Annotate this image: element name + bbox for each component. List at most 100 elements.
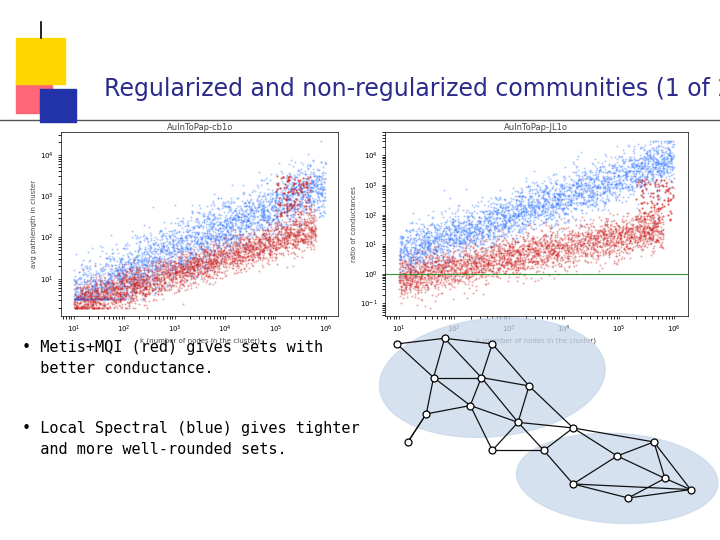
Point [439,259,451,267]
Point [88,303,99,312]
Point [95,300,107,308]
Point [512,211,523,219]
Point [307,240,319,248]
Point [572,181,584,190]
Point [606,222,618,231]
Point [486,253,498,261]
Point [565,244,577,253]
Point [88,280,99,289]
Point [409,254,420,263]
Point [246,204,258,213]
Point [636,164,647,173]
Point [258,231,270,239]
Point [166,252,177,261]
Point [590,258,602,267]
Point [439,274,451,282]
Point [508,250,519,259]
Point [624,237,636,245]
Point [201,243,212,252]
Point [576,175,588,184]
Point [177,256,189,265]
Point [401,227,413,236]
Point [157,239,168,247]
Point [200,248,212,256]
Point [477,273,488,282]
Point [279,209,291,218]
Point [413,281,424,290]
Point [271,245,283,253]
Point [131,278,143,286]
Point [426,235,438,244]
Point [71,298,83,307]
Point [536,209,548,218]
Point [548,254,559,263]
Point [480,262,491,271]
Point [176,254,188,262]
Point [517,279,528,287]
Point [495,227,506,235]
Point [641,149,652,158]
Point [573,181,585,190]
Point [116,284,127,293]
Point [575,248,586,256]
Point [257,225,269,234]
Point [624,254,636,262]
Point [473,218,485,227]
Point [146,272,158,281]
Point [476,232,487,240]
Point [282,171,293,179]
Point [269,203,280,212]
Point [96,247,108,255]
Point [233,247,244,255]
Point [136,281,148,289]
Point [612,231,624,240]
Point [517,245,528,253]
Point [173,261,184,269]
Point [667,141,678,150]
Point [166,253,177,262]
Point [593,238,605,247]
Point [660,188,671,197]
Point [233,236,245,245]
Point [186,254,198,263]
Point [588,199,599,208]
Point [427,266,438,275]
Point [510,253,521,262]
Point [244,205,256,213]
Point [122,284,133,293]
Point [540,261,552,269]
Point [637,244,649,253]
Point [410,280,421,288]
Point [516,212,528,221]
Point [206,225,217,233]
Point [562,247,573,255]
Point [611,218,622,227]
Point [275,227,287,236]
Point [192,253,203,262]
Point [593,184,605,192]
Point [124,274,135,283]
Point [161,237,173,245]
Point [538,235,549,244]
Point [91,292,102,300]
Point [438,268,450,277]
Point [517,192,528,200]
Point [516,212,528,220]
Point [156,255,167,264]
Point [182,255,194,264]
Point [546,200,557,209]
Point [204,280,215,288]
Point [92,291,104,300]
Point [158,260,169,269]
Point [102,288,114,297]
Point [153,245,164,254]
Point [302,185,314,194]
Point [446,253,458,261]
Point [528,234,539,243]
Point [552,195,563,204]
Point [164,256,176,265]
Point [118,282,130,291]
Point [393,275,405,284]
Point [544,242,555,251]
Point [118,291,130,299]
